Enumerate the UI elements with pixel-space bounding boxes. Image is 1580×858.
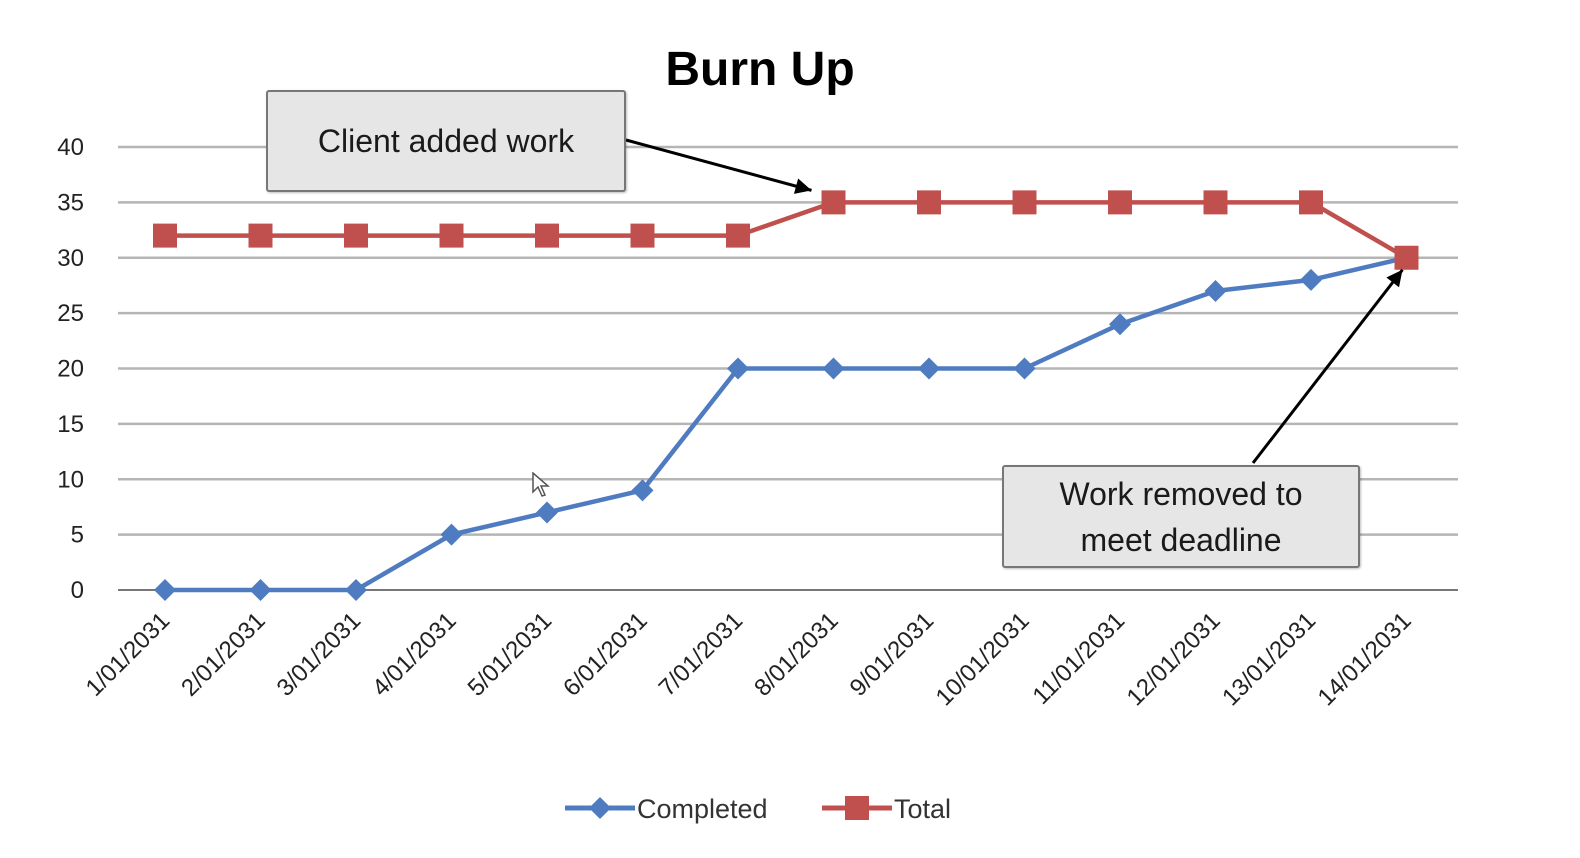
data-point-completed [440,523,463,546]
x-tick-label: 11/01/2031 [1027,607,1130,710]
x-tick-label: 13/01/2031 [1217,607,1321,711]
y-tick-label: 0 [71,577,84,604]
x-tick-label: 6/01/2031 [558,607,653,702]
x-tick-label: 9/01/2031 [845,607,940,702]
data-point-total [248,223,273,248]
x-tick-label: 1/01/2031 [81,607,176,702]
legend-label-total: Total [894,794,951,824]
y-tick-label: 10 [57,466,84,493]
series-group [153,190,1419,601]
arrow-work-removed-line [1251,268,1404,464]
data-point-completed [918,357,940,380]
y-tick-label: 25 [57,300,84,327]
x-tick-label: 5/01/2031 [463,607,558,702]
data-point-total [1299,190,1323,215]
arrow-work-removed-head [1386,269,1403,288]
data-point-total [630,223,655,248]
data-point-completed [1204,279,1227,302]
mouse-cursor-icon [532,472,550,497]
y-tick-label: 40 [57,134,84,161]
data-point-completed [727,357,749,380]
data-point-completed [1300,268,1322,291]
data-point-completed [249,579,272,601]
legend-marker-total [845,796,869,820]
x-tick-label: 4/01/2031 [367,607,462,702]
annotation-client-added-work: Client added work [266,90,626,192]
data-point-completed [345,579,367,601]
data-point-total [1394,245,1419,270]
x-tick-label: 2/01/2031 [176,607,271,702]
y-tick-label: 35 [57,189,84,216]
data-point-completed [154,579,176,601]
data-point-total [821,190,846,215]
data-point-total [153,223,177,248]
data-point-total [344,223,368,248]
y-tick-label: 20 [57,356,84,383]
x-tick-label: 7/01/2031 [654,607,749,702]
chart-title: Burn Up [665,43,854,96]
series-line-completed [165,255,1408,593]
x-axis-ticks: 1/01/2031 2/01/2031 3/01/2031 4/01/2031 5/01… [81,607,1417,711]
x-tick-label: 3/01/2031 [272,607,367,702]
y-tick-label: 30 [57,245,84,272]
y-tick-label: 15 [57,411,84,438]
data-point-total [439,223,464,248]
annotation-work-removed: Work removed to meet deadline [1002,465,1360,568]
data-point-total [1012,190,1037,215]
data-point-total [1108,190,1132,215]
data-point-completed [1013,357,1036,380]
arrow-client-added-line [625,138,812,192]
data-point-total [726,223,750,248]
data-point-total [917,190,941,215]
data-point-completed [536,501,558,524]
legend-label-completed: Completed [637,794,768,824]
data-point-completed [1109,313,1131,336]
x-tick-label: 10/01/2031 [931,607,1035,711]
data-point-total [535,223,559,248]
data-point-completed [631,479,654,502]
annotation-arrows [625,138,1404,464]
data-point-completed [822,357,845,380]
legend-marker-completed [589,797,611,819]
x-tick-label: 12/01/2031 [1122,607,1226,711]
y-tick-label: 5 [71,522,84,549]
data-point-total [1203,190,1228,215]
arrow-client-added-head [793,178,812,194]
legend: Completed Total [565,794,951,824]
x-tick-label: 8/01/2031 [749,607,844,702]
x-tick-label: 14/01/2031 [1313,607,1417,711]
y-axis-ticks: 0 5 10 15 20 25 30 35 40 [57,134,84,604]
series-line-total [165,200,1408,260]
